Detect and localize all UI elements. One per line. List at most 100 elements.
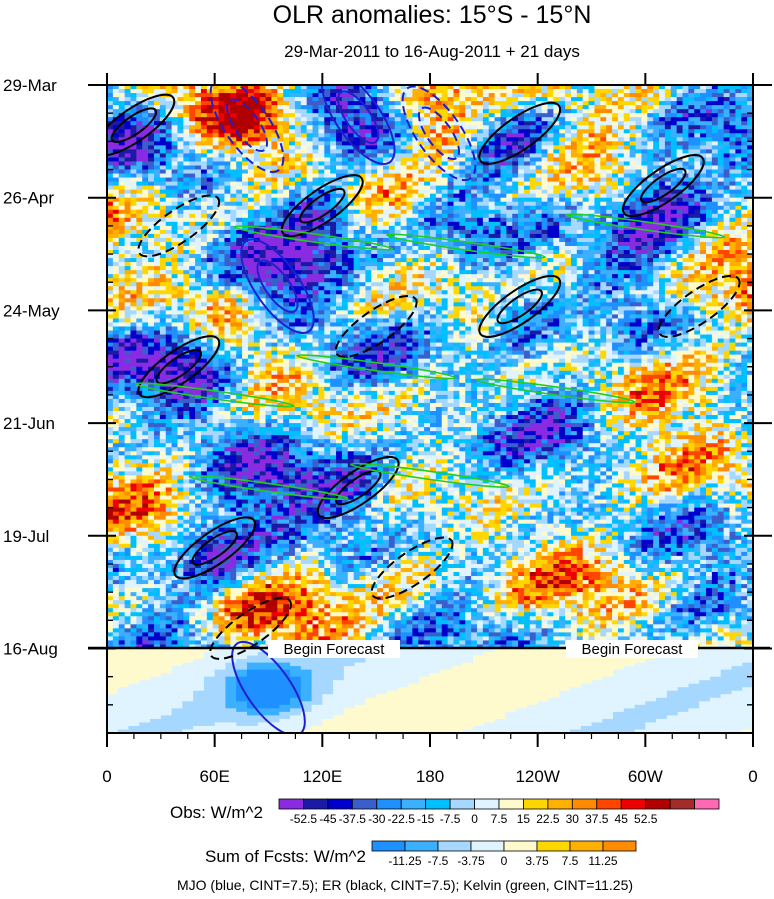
obs-cell (512, 121, 518, 126)
obs-cell (724, 170, 730, 175)
obs-cell (448, 254, 454, 259)
obs-cell (389, 190, 395, 195)
obs-cell (195, 214, 201, 219)
obs-cell (166, 234, 172, 239)
obs-cell (459, 93, 465, 98)
obs-cell (113, 182, 119, 187)
obs-cell (142, 246, 148, 251)
obs-cell (377, 141, 383, 146)
obs-cell (542, 222, 548, 227)
obs-cell (354, 117, 360, 122)
obs-cell (230, 161, 236, 166)
obs-cell (583, 133, 589, 138)
obs-cell (489, 145, 495, 150)
obs-cell (448, 97, 454, 102)
obs-cell (148, 242, 154, 247)
obs-cell (254, 174, 260, 179)
obs-cell (671, 141, 677, 146)
obs-cell (166, 149, 172, 154)
obs-cell (730, 238, 736, 243)
obs-cell (618, 258, 624, 263)
obs-cell (536, 222, 542, 227)
obs-cell (565, 238, 571, 243)
obs-cell (530, 174, 536, 179)
obs-cell (700, 222, 706, 227)
obs-cell (448, 262, 454, 267)
obs-cell (636, 105, 642, 110)
obs-cell (324, 117, 330, 122)
obs-cell (471, 125, 477, 130)
obs-cell (172, 186, 178, 191)
obs-cell (354, 250, 360, 255)
obs-cell (172, 258, 178, 263)
obs-cell (594, 113, 600, 118)
obs-cell (154, 149, 160, 154)
obs-cell (600, 262, 606, 267)
obs-cell (712, 149, 718, 154)
obs-cell (700, 254, 706, 259)
obs-cell (530, 194, 536, 199)
obs-cell (283, 246, 289, 251)
obs-cell (459, 226, 465, 231)
obs-cell (436, 105, 442, 110)
obs-cell (183, 226, 189, 231)
obs-cell (224, 161, 230, 166)
obs-cell (172, 117, 178, 122)
obs-cell (348, 230, 354, 235)
obs-cell (453, 218, 459, 223)
obs-cell (495, 133, 501, 138)
obs-cell (148, 141, 154, 146)
obs-cell (172, 190, 178, 195)
obs-cell (213, 121, 219, 126)
obs-cell (518, 182, 524, 187)
obs-cell (160, 182, 166, 187)
obs-cell (477, 194, 483, 199)
obs-cell (536, 234, 542, 239)
obs-cell (589, 230, 595, 235)
obs-cell (583, 105, 589, 110)
obs-cell (383, 178, 389, 183)
obs-cell (465, 149, 471, 154)
obs-cell (307, 258, 313, 263)
obs-cell (166, 190, 172, 195)
obs-cell (389, 258, 395, 263)
obs-cell (495, 149, 501, 154)
obs-cell (489, 101, 495, 106)
obs-cell (518, 210, 524, 215)
obs-cell (735, 242, 741, 247)
obs-cell (224, 166, 230, 171)
obs-cell (612, 258, 618, 263)
obs-cell (354, 170, 360, 175)
obs-cell (665, 137, 671, 142)
obs-cell (577, 121, 583, 126)
obs-cell (354, 258, 360, 263)
obs-cell (207, 242, 213, 247)
obs-cell (730, 234, 736, 239)
obs-cell (336, 218, 342, 223)
obs-cell (318, 121, 324, 126)
obs-cell (401, 145, 407, 150)
obs-cell (201, 149, 207, 154)
obs-cell (500, 210, 506, 215)
obs-cell (348, 109, 354, 114)
obs-cell (430, 125, 436, 130)
obs-cell (606, 238, 612, 243)
obs-cell (119, 153, 125, 158)
obs-cell (671, 242, 677, 247)
obs-cell (424, 117, 430, 122)
obs-cell (694, 222, 700, 227)
obs-cell (495, 238, 501, 243)
obs-cell (271, 182, 277, 187)
obs-cell (313, 137, 319, 142)
obs-cell (371, 262, 377, 267)
obs-cell (207, 218, 213, 223)
obs-cell (125, 129, 131, 134)
obs-cell (553, 258, 559, 263)
obs-cell (195, 238, 201, 243)
obs-cell (412, 186, 418, 191)
obs-cell (571, 161, 577, 166)
obs-cell (389, 121, 395, 126)
obs-cell (277, 125, 283, 130)
obs-cell (741, 186, 747, 191)
obs-cell (694, 117, 700, 122)
